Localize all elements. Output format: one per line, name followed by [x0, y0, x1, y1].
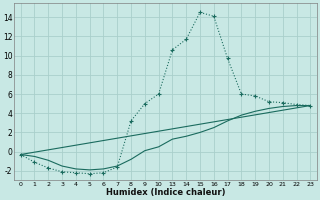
X-axis label: Humidex (Indice chaleur): Humidex (Indice chaleur) — [106, 188, 225, 197]
